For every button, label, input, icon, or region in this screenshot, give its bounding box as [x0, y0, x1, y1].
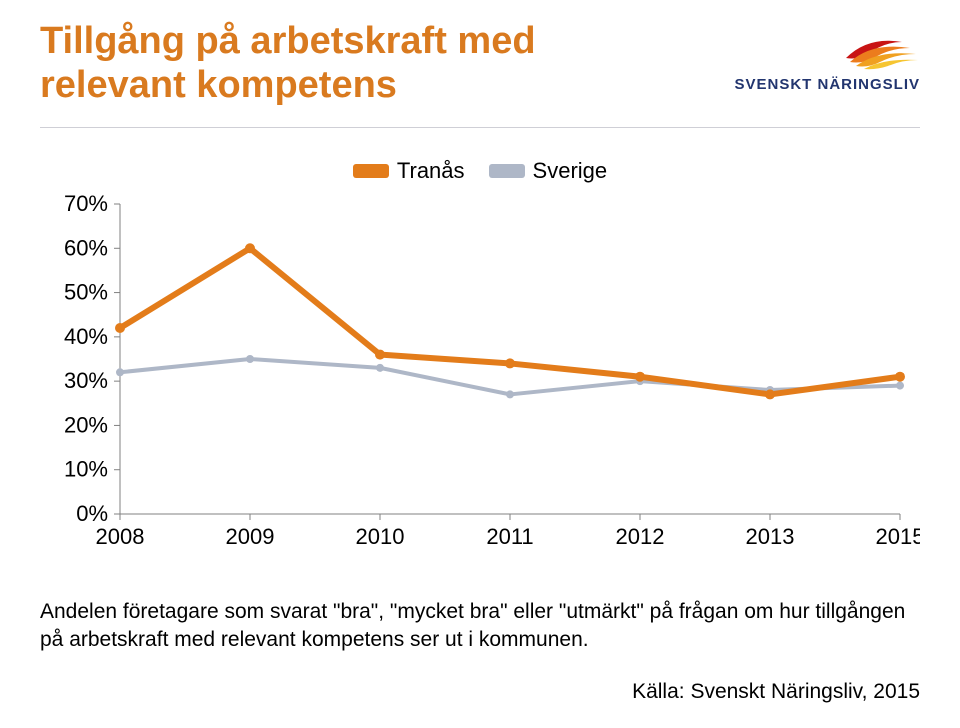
line-chart: 0% 10% 20% 30% 40% 50% 60% 70% 2008 2009 2010 2011 2… — [40, 194, 920, 554]
svg-text:60%: 60% — [64, 236, 108, 261]
header-divider — [40, 127, 920, 128]
svg-text:40%: 40% — [64, 324, 108, 349]
caption: Andelen företagare som svarat "bra", "my… — [40, 598, 920, 653]
brand-name: SVENSKT NÄRINGSLIV — [734, 76, 920, 93]
svg-text:2011: 2011 — [486, 524, 533, 549]
svg-text:30%: 30% — [64, 369, 108, 394]
slide: Tillgång på arbetskraft med relevant kom… — [0, 0, 960, 728]
legend-swatch-sverige — [489, 164, 525, 178]
header: Tillgång på arbetskraft med relevant kom… — [40, 20, 920, 107]
svg-text:0%: 0% — [76, 501, 108, 526]
svg-text:70%: 70% — [64, 194, 108, 216]
legend-item-sverige: Sverige — [489, 158, 608, 184]
title-line-2: relevant kompetens — [40, 64, 536, 108]
svg-text:10%: 10% — [64, 457, 108, 482]
svg-text:2009: 2009 — [226, 524, 275, 549]
legend-label-sverige: Sverige — [533, 158, 608, 184]
legend-swatch-tranas — [353, 164, 389, 178]
legend-item-tranas: Tranås — [353, 158, 465, 184]
svg-text:2008: 2008 — [96, 524, 145, 549]
svg-text:20%: 20% — [64, 413, 108, 438]
source-label: Källa: Svenskt Näringsliv, 2015 — [632, 680, 920, 704]
svg-text:2013: 2013 — [746, 524, 795, 549]
legend-label-tranas: Tranås — [397, 158, 465, 184]
chart-area: Tranås Sverige 0% 10% 20% 30% 40% 50% 60% 70% 20… — [40, 158, 920, 568]
flame-icon — [840, 28, 920, 72]
legend: Tranås Sverige — [40, 158, 920, 184]
brand-logo: SVENSKT NÄRINGSLIV — [734, 20, 920, 93]
svg-text:2012: 2012 — [616, 524, 665, 549]
title-line-1: Tillgång på arbetskraft med — [40, 20, 536, 64]
svg-text:2015: 2015 — [876, 524, 920, 549]
svg-text:50%: 50% — [64, 280, 108, 305]
title-block: Tillgång på arbetskraft med relevant kom… — [40, 20, 536, 107]
svg-text:2010: 2010 — [356, 524, 405, 549]
